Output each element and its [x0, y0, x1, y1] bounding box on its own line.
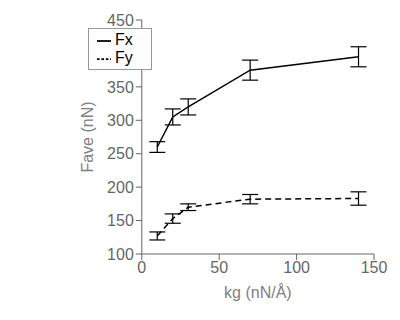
svg-text:kg (nN/Å): kg (nN/Å) [224, 283, 292, 301]
svg-text:450: 450 [107, 12, 134, 29]
svg-text:100: 100 [283, 259, 310, 276]
svg-text:0: 0 [137, 259, 146, 276]
svg-text:150: 150 [107, 212, 134, 229]
svg-text:350: 350 [107, 79, 134, 96]
svg-text:100: 100 [107, 246, 134, 263]
svg-text:400: 400 [107, 45, 134, 62]
svg-text:250: 250 [107, 145, 134, 162]
svg-text:Fave (nN): Fave (nN) [79, 101, 96, 172]
svg-text:300: 300 [107, 112, 134, 129]
svg-text:50: 50 [210, 259, 228, 276]
svg-text:150: 150 [361, 259, 388, 276]
svg-text:200: 200 [107, 179, 134, 196]
